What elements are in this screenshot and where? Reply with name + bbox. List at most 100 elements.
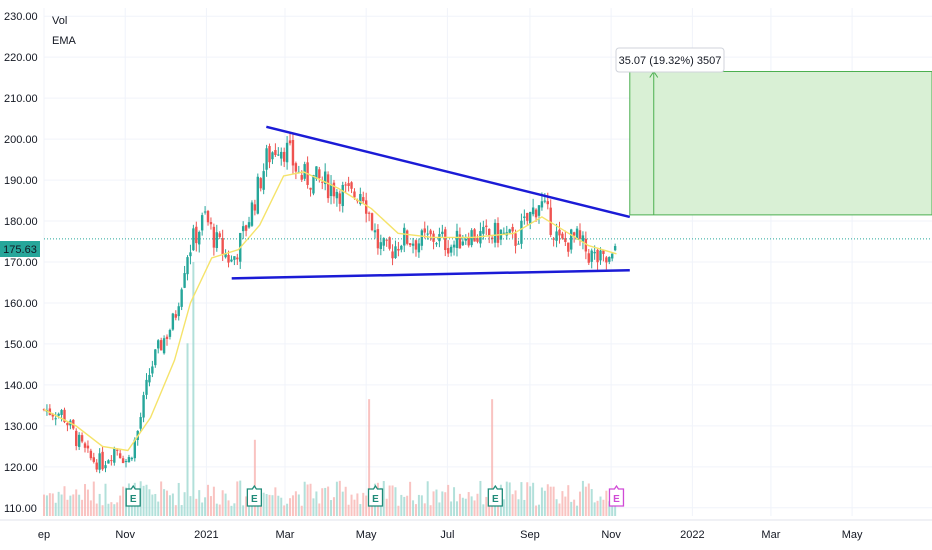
earnings-badge (608, 484, 625, 507)
volume-bar (166, 490, 169, 516)
candle-body (168, 330, 172, 337)
trendline[interactable] (231, 268, 630, 280)
y-tick-label: 160.00 (4, 298, 38, 310)
candle-body (526, 212, 529, 221)
y-tick-label: 170.00 (4, 257, 38, 269)
volume-bar (576, 505, 579, 516)
volume-bar (186, 343, 189, 516)
volume-bar (160, 481, 163, 516)
candle-body (403, 227, 406, 246)
volume-bar (60, 494, 63, 516)
volume-bar (119, 495, 122, 516)
volume-bar (511, 494, 514, 516)
trendlines[interactable] (231, 125, 631, 280)
volume-bar (417, 494, 420, 516)
candle-body (159, 340, 163, 351)
volume-bar (614, 501, 617, 516)
earnings-e-icon[interactable]: E (487, 484, 503, 507)
volume-bar (207, 484, 210, 516)
candle-body (48, 408, 52, 415)
candle-body (92, 457, 95, 462)
candle-body (121, 458, 125, 464)
candle-body (575, 228, 579, 239)
candle-body (148, 374, 151, 383)
candle-body (362, 197, 365, 202)
volume-bar (259, 503, 262, 516)
candle-body (315, 166, 318, 179)
candle-body (455, 230, 459, 249)
volume-bar (168, 495, 171, 516)
candle-body (487, 229, 491, 236)
earnings-e-icon[interactable]: E (125, 484, 141, 507)
trendline[interactable] (266, 125, 631, 219)
candle-body (133, 439, 136, 459)
grid (43, 8, 932, 516)
legend-ema[interactable]: EMA (52, 35, 77, 47)
candle-body (572, 232, 576, 236)
volume-bar (581, 480, 584, 516)
candle-body (561, 233, 564, 239)
volume-bar (605, 490, 608, 516)
volume-bar (362, 492, 365, 516)
volume-bars (43, 262, 617, 516)
volume-bar (189, 496, 192, 516)
volume-bar (540, 487, 543, 516)
candle-body (192, 228, 195, 251)
candle-body (151, 366, 154, 374)
volume-bar (523, 499, 526, 516)
earnings-e-icon[interactable]: E (367, 484, 384, 507)
volume-bar (350, 494, 353, 516)
candles (42, 131, 617, 474)
y-tick-label: 110.00 (4, 503, 37, 515)
volume-bar (447, 484, 450, 516)
volume-bar (66, 499, 69, 516)
y-tick-label: 130.00 (4, 421, 38, 433)
volume-bar (570, 501, 573, 516)
candle-body (300, 175, 303, 180)
volume-bar (444, 492, 447, 516)
candle-body (587, 253, 590, 263)
y-axis[interactable]: 110.00 120.00 130.00 140.00 150.00 160.00 170.… (4, 11, 38, 515)
volume-bar (455, 501, 458, 516)
measure-rect[interactable] (629, 71, 932, 216)
candle-body (268, 146, 271, 163)
volume-bar (130, 505, 133, 516)
candle-body (329, 184, 333, 197)
legend-vol[interactable]: Vol (52, 15, 67, 27)
volume-bar (218, 504, 221, 516)
volume-bar (537, 504, 540, 516)
candle-body (602, 250, 605, 254)
candle-body (265, 148, 268, 170)
measure-box[interactable] (629, 70, 932, 216)
volume-bar (423, 503, 426, 516)
volume-bar (230, 505, 233, 516)
candle-body (332, 182, 336, 197)
volume-bar (420, 495, 423, 516)
candle-body (534, 209, 538, 218)
indicator-legend[interactable]: Vol EMA (52, 15, 77, 47)
volume-bar (324, 487, 327, 516)
volume-bar (157, 501, 160, 516)
candle-body (83, 443, 87, 448)
candle-body (285, 142, 289, 163)
volume-bar (461, 497, 464, 516)
earnings-badge (246, 484, 263, 507)
candle-body (458, 234, 462, 249)
earnings-e-icon[interactable]: E (246, 484, 263, 507)
candle-body (514, 233, 517, 246)
candle-body (189, 252, 192, 257)
candle-body (326, 174, 330, 199)
candle-body (341, 184, 344, 207)
candle-body (224, 253, 227, 258)
candle-body (511, 227, 514, 232)
volume-bar (473, 500, 476, 516)
candle-body (344, 184, 347, 186)
volume-bar (491, 399, 494, 516)
candle-body (405, 230, 409, 244)
candle-body (546, 201, 549, 205)
x-axis[interactable]: ep Nov 2021 Mar May Jul Sep Nov 2022 Mar May (0, 519, 932, 541)
volume-bar (239, 480, 242, 516)
earnings-e-icon[interactable]: E (608, 484, 625, 507)
